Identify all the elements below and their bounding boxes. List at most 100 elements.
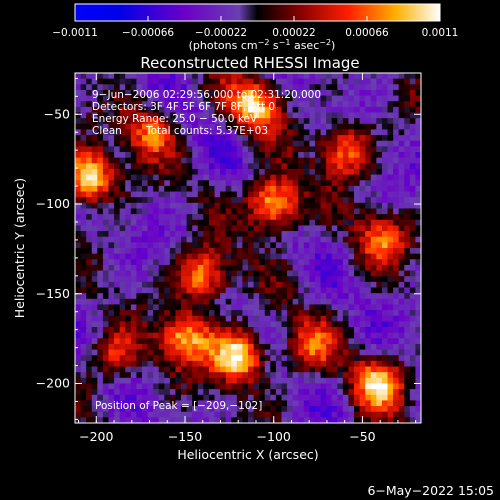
heatmap-pixel (136, 106, 143, 114)
heatmap-pixel (153, 214, 160, 221)
heatmap-pixel (264, 95, 271, 102)
heatmap-pixel (153, 95, 160, 102)
heatmap-pixel (415, 191, 421, 198)
heatmap-pixel (248, 287, 255, 294)
heatmap-pixel (337, 377, 344, 385)
heatmap-pixel (415, 146, 421, 153)
heatmap-pixel (354, 101, 361, 108)
heatmap-pixel (415, 287, 421, 294)
heatmap-pixel (359, 118, 366, 125)
heatmap-pixel (147, 152, 154, 159)
heatmap-pixel (376, 332, 383, 339)
heatmap-pixel (102, 208, 110, 215)
heatmap-pixel (248, 140, 255, 147)
heatmap-pixel (348, 417, 355, 423)
heatmap-pixel (337, 287, 344, 294)
heatmap-pixel (147, 406, 154, 413)
heatmap-pixel (259, 140, 266, 147)
heatmap-pixel (253, 372, 260, 379)
heatmap-pixel (387, 135, 394, 142)
heatmap-pixel (404, 118, 411, 125)
heatmap-pixel (320, 417, 327, 423)
heatmap-pixel (220, 281, 227, 289)
heatmap-pixel (86, 106, 93, 114)
heatmap-pixel (409, 281, 417, 289)
heatmap-pixel (365, 78, 372, 85)
heatmap-pixel (387, 355, 394, 362)
heatmap-pixel (248, 146, 255, 153)
heatmap-pixel (342, 304, 350, 311)
heatmap-pixel (75, 293, 82, 300)
heatmap-pixel (298, 219, 305, 227)
heatmap-pixel (108, 112, 115, 119)
heatmap-pixel (331, 84, 338, 91)
heatmap-pixel (236, 315, 244, 322)
heatmap-pixel (236, 327, 244, 334)
heatmap-pixel (298, 389, 305, 396)
heatmap-pixel (253, 242, 260, 249)
heatmap-pixel (309, 264, 316, 272)
heatmap-pixel (326, 84, 333, 91)
heatmap-pixel (125, 106, 132, 114)
heatmap-pixel (309, 406, 316, 413)
heatmap-pixel (147, 231, 154, 238)
heatmap-pixel (326, 304, 333, 311)
heatmap-pixel (175, 253, 182, 260)
heatmap-pixel (275, 287, 283, 294)
x-axis-label: Heliocentric X (arcsec) (177, 447, 318, 462)
heatmap-pixel (314, 214, 322, 221)
heatmap-pixel (387, 242, 394, 249)
heatmap-pixel (164, 355, 171, 362)
heatmap-pixel (281, 73, 288, 80)
heatmap-pixel (175, 332, 182, 339)
heatmap-pixel (114, 366, 121, 373)
heatmap-pixel (309, 73, 316, 80)
heatmap-pixel (214, 321, 221, 328)
heatmap-pixel (270, 231, 277, 238)
heatmap-pixel (348, 225, 355, 232)
heatmap-pixel (75, 400, 82, 407)
heatmap-pixel (309, 101, 316, 108)
heatmap-pixel (141, 383, 149, 390)
heatmap-pixel (309, 84, 316, 91)
heatmap-pixel (376, 355, 383, 362)
heatmap-pixel (91, 78, 98, 85)
heatmap-pixel (169, 112, 177, 119)
heatmap-pixel (197, 84, 204, 91)
heatmap-pixel (80, 84, 87, 91)
heatmap-pixel (381, 315, 389, 322)
heatmap-pixel (365, 338, 372, 345)
heatmap-pixel (125, 304, 132, 311)
heatmap-pixel (208, 146, 216, 153)
heatmap-pixel (136, 112, 143, 119)
heatmap-pixel (102, 276, 110, 283)
heatmap-pixel (114, 315, 121, 322)
heatmap-pixel (253, 293, 260, 300)
heatmap-pixel (292, 310, 299, 317)
heatmap-pixel (326, 389, 333, 396)
heatmap-pixel (225, 264, 232, 272)
heatmap-pixel (225, 168, 232, 176)
heatmap-pixel (264, 157, 271, 164)
heatmap-pixel (381, 411, 389, 418)
heatmap-pixel (259, 231, 266, 238)
heatmap-pixel (186, 360, 193, 368)
heatmap-pixel (264, 191, 271, 198)
heatmap-pixel (393, 315, 400, 322)
heatmap-pixel (136, 140, 143, 147)
heatmap-pixel (158, 112, 165, 119)
heatmap-pixel (337, 248, 344, 255)
heatmap-pixel (130, 180, 137, 187)
heatmap-pixel (320, 101, 327, 108)
heatmap-pixel (337, 366, 344, 373)
heatmap-pixel (298, 231, 305, 238)
heatmap-pixel (153, 406, 160, 413)
heatmap-pixel (331, 202, 338, 210)
heatmap-pixel (108, 191, 115, 198)
heatmap-pixel (248, 242, 255, 249)
heatmap-pixel (348, 372, 355, 379)
heatmap-pixel (259, 253, 266, 260)
heatmap-pixel (147, 163, 154, 170)
heatmap-pixel (114, 231, 121, 238)
heatmap-pixel (314, 123, 322, 131)
